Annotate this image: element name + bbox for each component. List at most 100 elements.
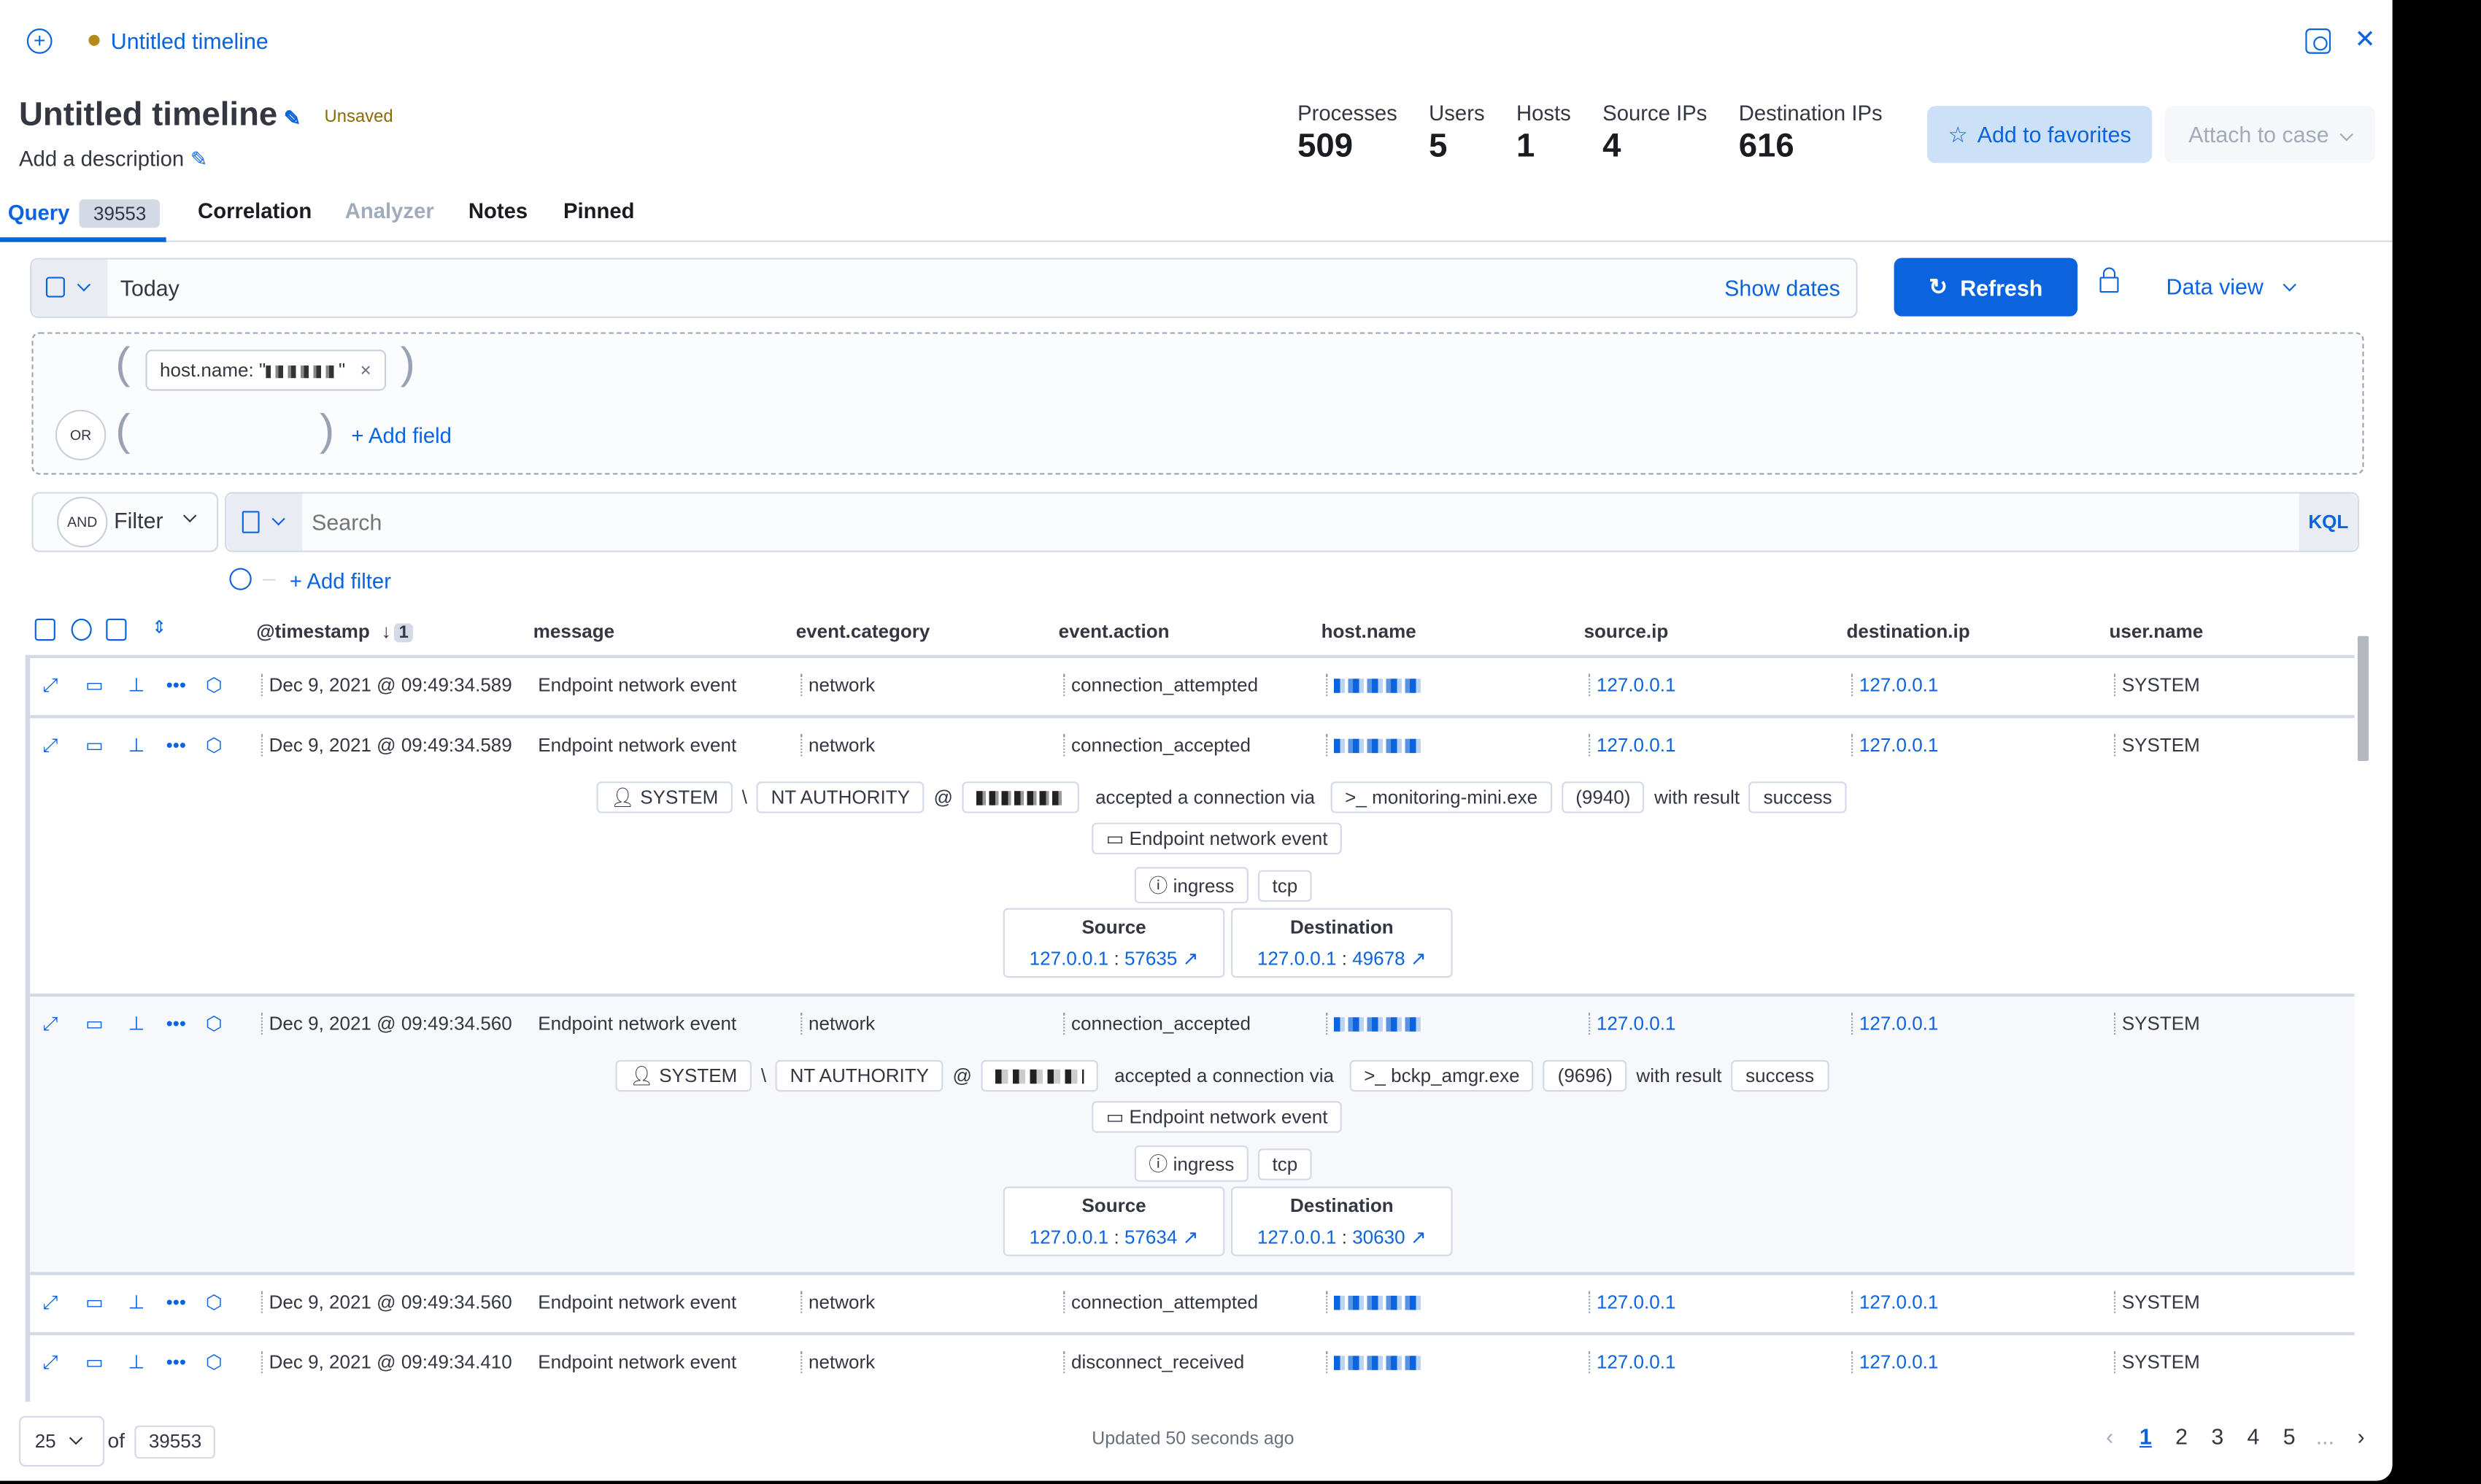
expand-event-icon[interactable]: ⤢ [42, 1291, 58, 1313]
column-header-message[interactable]: message [533, 620, 615, 643]
pin-icon[interactable]: ⊥ [128, 1291, 145, 1313]
column-header-event-action[interactable]: event.action [1058, 620, 1170, 643]
domain-chip[interactable]: NT AUTHORITY [757, 781, 925, 814]
message-chip[interactable]: ▭ Endpoint network event [1092, 1101, 1343, 1133]
expand-event-icon[interactable]: ⤢ [42, 1350, 58, 1374]
cell-event-category[interactable]: network [800, 1291, 875, 1313]
fullscreen-icon[interactable] [106, 618, 127, 641]
cell-user-name[interactable]: SYSTEM [2113, 734, 2200, 757]
cell-user-name[interactable]: SYSTEM [2113, 1350, 2200, 1374]
column-header-timestamp[interactable]: @timestamp ↓ 1 [256, 620, 414, 643]
add-to-favorites-button[interactable]: ☆ Add to favorites [1927, 106, 2153, 163]
table-row[interactable]: ⤢ ▭ ⊥ ••• ⬡ Dec 9, 2021 @ 09:49:34.560 E… [30, 1275, 2355, 1336]
cell-destination-ip[interactable]: 127.0.0.1 [1851, 1350, 1938, 1374]
column-header-event-category[interactable]: event.category [795, 620, 930, 643]
source-ip-link[interactable]: 127.0.0.1 [1029, 1226, 1109, 1248]
provider-pill-host-name[interactable]: host.name: " " × [145, 349, 386, 391]
attach-to-case-button[interactable]: Attach to case [2164, 106, 2375, 163]
cell-event-category[interactable]: network [800, 1350, 875, 1374]
external-link-icon[interactable]: ↗ [1182, 1226, 1199, 1248]
transport-chip[interactable]: tcp [1257, 869, 1312, 901]
cell-source-ip[interactable]: 127.0.0.1 [1589, 1350, 1675, 1374]
host-chip[interactable] [962, 781, 1080, 814]
gear-icon[interactable] [71, 618, 92, 641]
show-dates-button[interactable]: Show dates [1724, 275, 1840, 301]
add-filter-button[interactable]: + Add filter [289, 569, 391, 594]
column-header-source-ip[interactable]: source.ip [1583, 620, 1669, 643]
pin-icon[interactable]: ⊥ [128, 673, 145, 697]
refresh-button[interactable]: ↻ Refresh [1894, 258, 2078, 317]
transport-chip[interactable]: tcp [1257, 1148, 1312, 1180]
saved-query-menu-button[interactable] [226, 493, 303, 551]
analyze-event-icon[interactable]: ⬡ [205, 734, 223, 757]
cell-event-action[interactable]: connection_attempted [1063, 1291, 1258, 1313]
add-note-icon[interactable]: ▭ [85, 734, 104, 757]
cell-destination-ip[interactable]: 127.0.0.1 [1851, 673, 1938, 697]
cell-message[interactable]: Endpoint network event [538, 1350, 737, 1374]
user-chip[interactable]: 👤︎ SYSTEM [615, 1059, 752, 1092]
process-chip[interactable]: >_ bckp_amgr.exe [1349, 1059, 1535, 1092]
add-note-icon[interactable]: ▭ [85, 673, 104, 697]
result-chip[interactable]: success [1749, 781, 1847, 814]
pin-icon[interactable]: ⊥ [128, 1012, 145, 1035]
external-link-icon[interactable]: ↗ [1410, 1226, 1427, 1248]
add-field-button[interactable]: + Add field [351, 424, 452, 448]
quick-select-button[interactable] [31, 259, 108, 317]
tab-correlation[interactable]: Correlation [198, 199, 312, 223]
table-row[interactable]: ⤢ ▭ ⊥ ••• ⬡ Dec 9, 2021 @ 09:49:34.410 E… [30, 1335, 2354, 1392]
filter-mode-select[interactable]: AND Filter [31, 492, 219, 552]
direction-chip[interactable]: ⓘ ingress [1134, 867, 1249, 904]
more-actions-icon[interactable]: ••• [166, 673, 187, 697]
kql-language-button[interactable]: KQL [2299, 493, 2358, 551]
table-row[interactable]: ⤢ ▭ ⊥ ••• ⬡ Dec 9, 2021 @ 09:49:34.589 E… [30, 718, 2355, 997]
more-actions-icon[interactable]: ••• [166, 1012, 187, 1035]
tab-pinned[interactable]: Pinned [563, 199, 635, 223]
column-header-host-name[interactable]: host.name [1321, 620, 1416, 643]
inspect-icon[interactable] [2305, 28, 2331, 54]
cell-host-name[interactable] [1326, 734, 1423, 757]
cell-event-category[interactable]: network [800, 734, 875, 757]
page-5-button[interactable]: 5 [2283, 1423, 2296, 1450]
message-chip[interactable]: ▭ Endpoint network event [1092, 822, 1343, 854]
destination-port-link[interactable]: 49678 [1352, 947, 1405, 970]
pid-chip[interactable]: (9940) [1561, 781, 1645, 814]
cell-destination-ip[interactable]: 127.0.0.1 [1851, 1291, 1938, 1313]
sort-fields-icon[interactable]: ⇕ [152, 618, 167, 638]
cell-timestamp[interactable]: Dec 9, 2021 @ 09:49:34.560 [261, 1291, 512, 1313]
cell-source-ip[interactable]: 127.0.0.1 [1589, 1291, 1675, 1313]
date-picker[interactable]: Today Show dates [30, 258, 1858, 318]
analyze-event-icon[interactable]: ⬡ [205, 1350, 223, 1374]
description-field[interactable]: Add a description ✎ [19, 147, 208, 173]
tab-query[interactable]: Query 39553 [8, 199, 161, 228]
table-row[interactable]: ⤢ ▭ ⊥ ••• ⬡ Dec 9, 2021 @ 09:49:34.560 E… [30, 997, 2355, 1275]
user-chip[interactable]: 👤︎ SYSTEM [596, 781, 733, 814]
cell-message[interactable]: Endpoint network event [538, 1012, 737, 1035]
expand-event-icon[interactable]: ⤢ [42, 734, 58, 757]
cell-timestamp[interactable]: Dec 9, 2021 @ 09:49:34.589 [261, 734, 512, 757]
cell-timestamp[interactable]: Dec 9, 2021 @ 09:49:34.410 [261, 1350, 512, 1374]
next-page-icon[interactable]: › [2357, 1423, 2365, 1450]
cell-user-name[interactable]: SYSTEM [2113, 1291, 2200, 1313]
external-link-icon[interactable]: ↗ [1182, 947, 1199, 970]
page-1-button[interactable]: 1 [2139, 1423, 2152, 1450]
previous-page-icon[interactable]: ‹ [2106, 1423, 2114, 1450]
cell-host-name[interactable] [1326, 673, 1423, 697]
close-icon[interactable]: ✕ [2354, 26, 2376, 54]
source-port-link[interactable]: 57635 [1124, 947, 1178, 970]
cell-source-ip[interactable]: 127.0.0.1 [1589, 673, 1675, 697]
cell-event-action[interactable]: connection_accepted [1063, 734, 1251, 757]
edit-title-pencil-icon[interactable]: ✎ [283, 106, 301, 130]
date-range-value[interactable]: Today [120, 275, 180, 301]
cell-timestamp[interactable]: Dec 9, 2021 @ 09:49:34.589 [261, 673, 512, 697]
source-ip-link[interactable]: 127.0.0.1 [1029, 947, 1109, 970]
cell-event-action[interactable]: disconnect_received [1063, 1350, 1244, 1374]
analyze-event-icon[interactable]: ⬡ [205, 1012, 223, 1035]
cell-message[interactable]: Endpoint network event [538, 673, 737, 697]
host-chip[interactable] [981, 1059, 1099, 1092]
cell-event-action[interactable]: connection_accepted [1063, 1012, 1251, 1035]
destination-ip-link[interactable]: 127.0.0.1 [1257, 1226, 1337, 1248]
destination-port-link[interactable]: 30630 [1352, 1226, 1405, 1248]
page-3-button[interactable]: 3 [2211, 1423, 2224, 1450]
more-actions-icon[interactable]: ••• [166, 1291, 187, 1313]
tab-notes[interactable]: Notes [468, 199, 528, 223]
